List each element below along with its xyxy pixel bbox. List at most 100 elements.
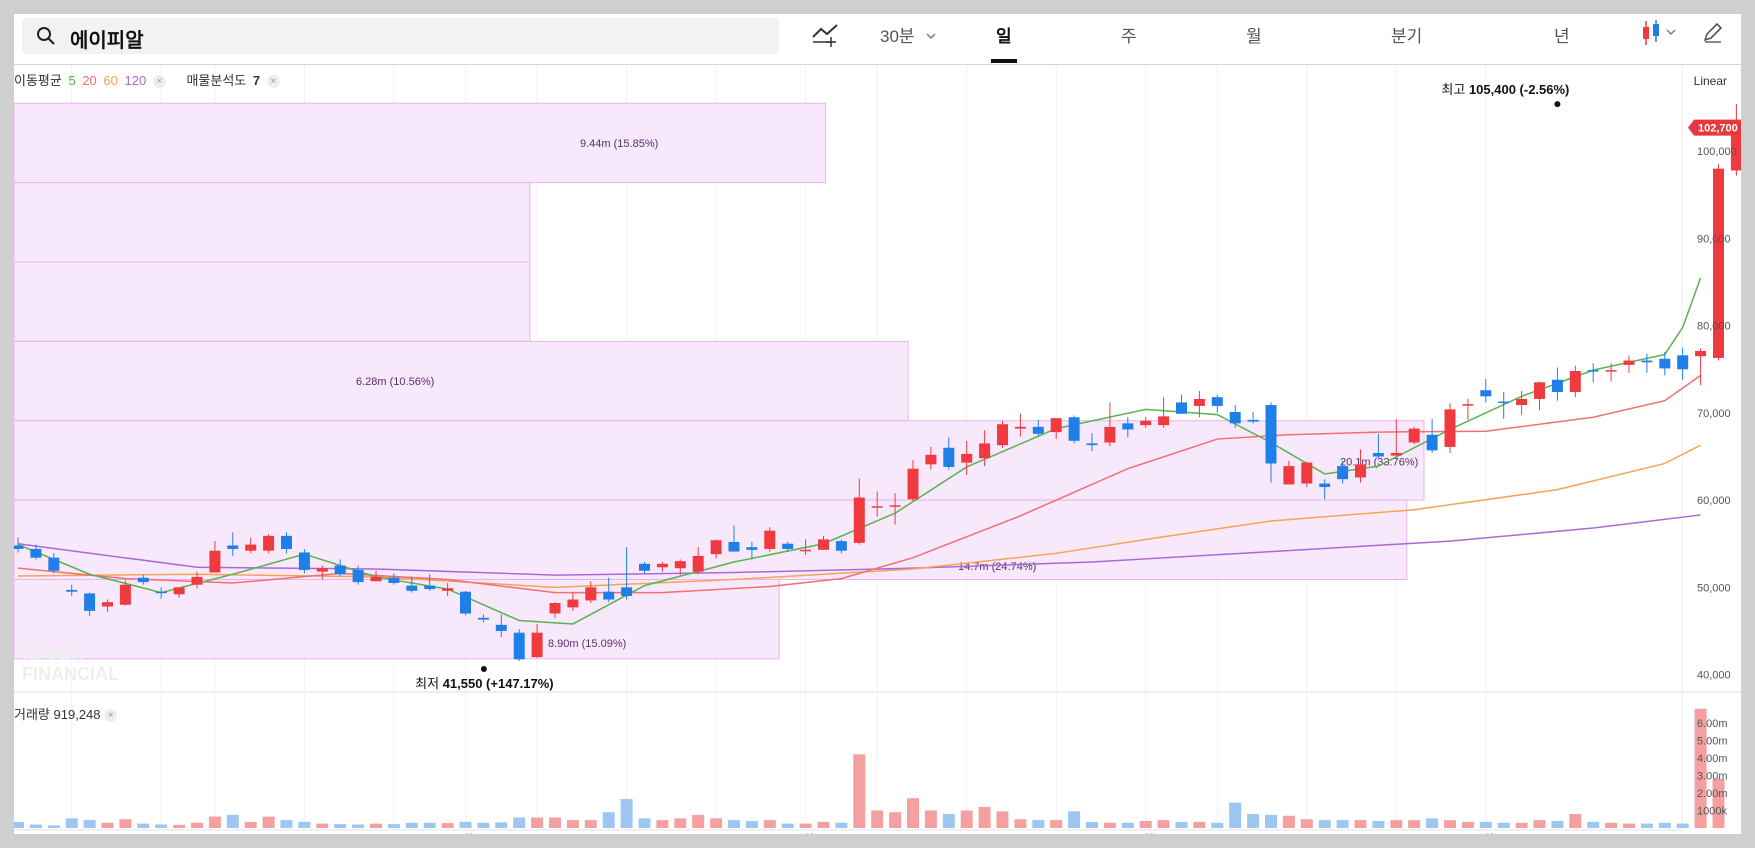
volume-bar: [29, 824, 42, 828]
candle: [1229, 405, 1241, 428]
volume-bar: [298, 821, 311, 828]
candle-body: [155, 591, 167, 594]
candle: [728, 525, 740, 552]
low-annotation: 최저 41,550 (+147.17%): [415, 676, 554, 691]
candle: [1211, 394, 1223, 413]
candlestick-icon[interactable]: [1640, 18, 1680, 53]
current-price-tag: [1688, 119, 1741, 136]
candle: [1677, 347, 1689, 380]
candle: [746, 541, 758, 560]
tab-year[interactable]: 년: [1554, 27, 1570, 46]
search-query[interactable]: 에이피알: [70, 30, 144, 52]
candle-body: [191, 576, 203, 585]
ma-period-120: 120: [124, 73, 147, 88]
close-icon[interactable]: ×: [266, 75, 280, 89]
ma5-line: [17, 277, 1702, 625]
candle-body: [1730, 127, 1741, 171]
volume-y-tick-label: 4.00m: [1697, 753, 1728, 765]
x-tick-label: 2월: [457, 832, 473, 834]
volume-bar: [244, 821, 257, 828]
candle-body: [656, 563, 668, 568]
candle-body: [674, 561, 686, 569]
volume-bar: [620, 799, 633, 828]
close-icon[interactable]: ×: [104, 709, 118, 723]
ma-period-20: 20: [82, 73, 97, 88]
candle: [137, 575, 149, 585]
volume-profile-label: 9.44m (15.85%): [580, 138, 658, 150]
volume-bar: [1676, 823, 1689, 828]
volume-profile-bar: [14, 499, 1408, 580]
volume-bar: [119, 819, 132, 828]
candle: [979, 430, 991, 467]
volume-bar: [1390, 820, 1403, 828]
volume-bar: [1050, 820, 1063, 828]
candle-body: [1140, 420, 1152, 426]
volume-bar: [155, 824, 168, 828]
drawing-tool-icon[interactable]: [811, 21, 841, 52]
candle: [30, 544, 42, 560]
low-marker: [480, 666, 487, 673]
volume-profile-bar: [14, 420, 1425, 501]
tab-30min[interactable]: 30분: [880, 27, 915, 46]
volume-y-tick-label: 5.00m: [1697, 735, 1728, 747]
candle: [1390, 418, 1402, 456]
volume-bar: [1157, 820, 1170, 828]
volume-bar: [1623, 823, 1635, 828]
close-icon[interactable]: ×: [152, 75, 166, 89]
y-tick-label: 80,000: [1697, 321, 1731, 333]
candle: [1408, 426, 1420, 445]
candle-body: [1247, 419, 1259, 422]
candle-body: [853, 497, 865, 543]
search-icon[interactable]: [36, 26, 56, 51]
candle: [639, 562, 650, 574]
candle-body: [1713, 168, 1724, 358]
candle-body: [477, 617, 489, 620]
ma-label[interactable]: 이동평균: [14, 73, 62, 88]
y-tick-label: 90,000: [1697, 233, 1731, 245]
volume-bar: [1408, 820, 1421, 828]
candle-body: [818, 539, 829, 550]
candle-body: [1498, 401, 1510, 404]
candle: [209, 541, 221, 573]
volume-profile-label: 14.7m (24.74%): [958, 561, 1036, 573]
volume-bar: [817, 821, 830, 828]
scale-mode-selector[interactable]: Linear: [1693, 74, 1727, 88]
candle: [102, 599, 113, 612]
tab-month[interactable]: 월: [1246, 27, 1262, 46]
pencil-icon[interactable]: [1701, 20, 1725, 49]
candle-body: [406, 585, 418, 591]
price-chart[interactable]: 12/21202501/0701/1401/212월02/0702/1402/2…: [14, 14, 1741, 834]
candle-body: [1068, 417, 1080, 441]
candle: [1140, 417, 1152, 428]
volume-profile-label[interactable]: 매물분석도: [186, 73, 247, 88]
volume-bar: [1121, 822, 1134, 828]
candle: [460, 590, 471, 616]
candle-body: [245, 544, 257, 551]
candle-body: [1319, 483, 1331, 488]
tab-day[interactable]: 일: [996, 27, 1012, 46]
candle-body: [979, 443, 991, 459]
candle: [477, 614, 489, 623]
volume-bar: [799, 823, 812, 828]
chevron-down-icon[interactable]: [926, 26, 936, 46]
current-price-label: 102,700: [1698, 123, 1738, 135]
volume-bar: [101, 822, 114, 828]
ma-period-60: 60: [103, 73, 118, 88]
candle: [1641, 353, 1653, 373]
tab-week[interactable]: 주: [1121, 27, 1137, 46]
candle-body: [1355, 464, 1366, 478]
candle-body: [209, 550, 221, 573]
low-annotation-label: 최저: [415, 676, 443, 691]
candle: [656, 562, 668, 572]
volume-bar: [692, 814, 705, 828]
volume-bar: [423, 822, 436, 828]
search-box[interactable]: 에이피알: [22, 18, 779, 54]
candle-body: [746, 547, 758, 550]
y-tick-label: 70,000: [1697, 408, 1731, 420]
candle: [961, 440, 973, 475]
high-marker: [1554, 101, 1561, 108]
candle-body: [639, 563, 650, 571]
candle-body: [424, 585, 436, 590]
candle: [1480, 378, 1492, 403]
tab-quarter[interactable]: 분기: [1391, 27, 1423, 46]
